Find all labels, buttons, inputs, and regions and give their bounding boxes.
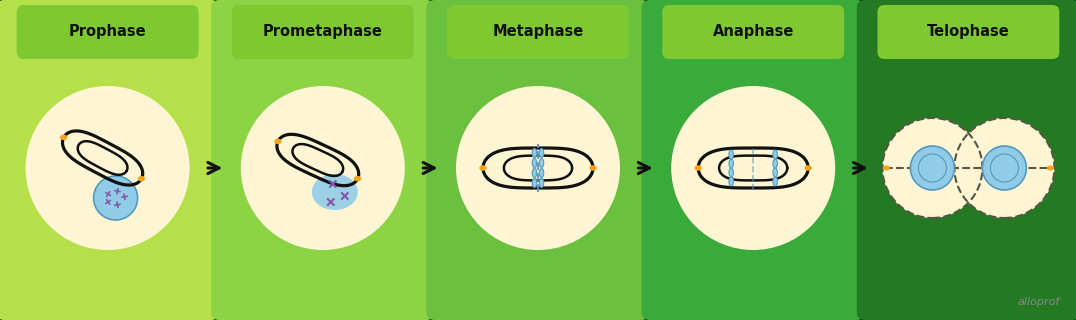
FancyBboxPatch shape — [662, 5, 845, 59]
Ellipse shape — [773, 150, 778, 159]
Circle shape — [241, 86, 405, 250]
FancyBboxPatch shape — [426, 0, 650, 320]
FancyBboxPatch shape — [16, 5, 199, 59]
Ellipse shape — [479, 165, 486, 171]
Ellipse shape — [138, 176, 145, 181]
FancyBboxPatch shape — [856, 0, 1076, 320]
Ellipse shape — [728, 150, 734, 159]
Text: alloprof: alloprof — [1018, 297, 1060, 307]
Ellipse shape — [590, 165, 597, 171]
Circle shape — [94, 176, 138, 220]
FancyBboxPatch shape — [641, 0, 865, 320]
FancyBboxPatch shape — [447, 5, 629, 59]
Ellipse shape — [728, 168, 734, 177]
Ellipse shape — [883, 165, 890, 171]
Ellipse shape — [533, 148, 537, 157]
Ellipse shape — [728, 177, 734, 186]
Text: Prometaphase: Prometaphase — [263, 25, 383, 39]
Circle shape — [456, 86, 620, 250]
Ellipse shape — [773, 159, 778, 168]
Text: Prophase: Prophase — [69, 25, 146, 39]
Ellipse shape — [773, 168, 778, 177]
Ellipse shape — [312, 174, 358, 210]
Circle shape — [26, 86, 189, 250]
FancyBboxPatch shape — [877, 5, 1060, 59]
Ellipse shape — [274, 139, 282, 144]
Circle shape — [882, 118, 982, 218]
Ellipse shape — [728, 159, 734, 168]
Ellipse shape — [533, 179, 537, 188]
Ellipse shape — [539, 169, 543, 178]
Circle shape — [954, 118, 1054, 218]
FancyBboxPatch shape — [0, 0, 220, 320]
Ellipse shape — [694, 165, 702, 171]
Text: Anaphase: Anaphase — [712, 25, 794, 39]
FancyBboxPatch shape — [211, 0, 435, 320]
Ellipse shape — [773, 177, 778, 186]
Text: Telophase: Telophase — [928, 25, 1009, 39]
Ellipse shape — [60, 135, 68, 140]
Circle shape — [910, 146, 954, 190]
Ellipse shape — [533, 158, 537, 167]
Ellipse shape — [805, 165, 812, 171]
Ellipse shape — [539, 158, 543, 167]
Circle shape — [671, 86, 835, 250]
Ellipse shape — [1047, 165, 1053, 171]
Ellipse shape — [533, 169, 537, 178]
Text: Metaphase: Metaphase — [493, 25, 583, 39]
Circle shape — [982, 146, 1027, 190]
Ellipse shape — [539, 179, 543, 188]
FancyBboxPatch shape — [231, 5, 414, 59]
Ellipse shape — [354, 176, 362, 181]
Ellipse shape — [539, 148, 543, 157]
